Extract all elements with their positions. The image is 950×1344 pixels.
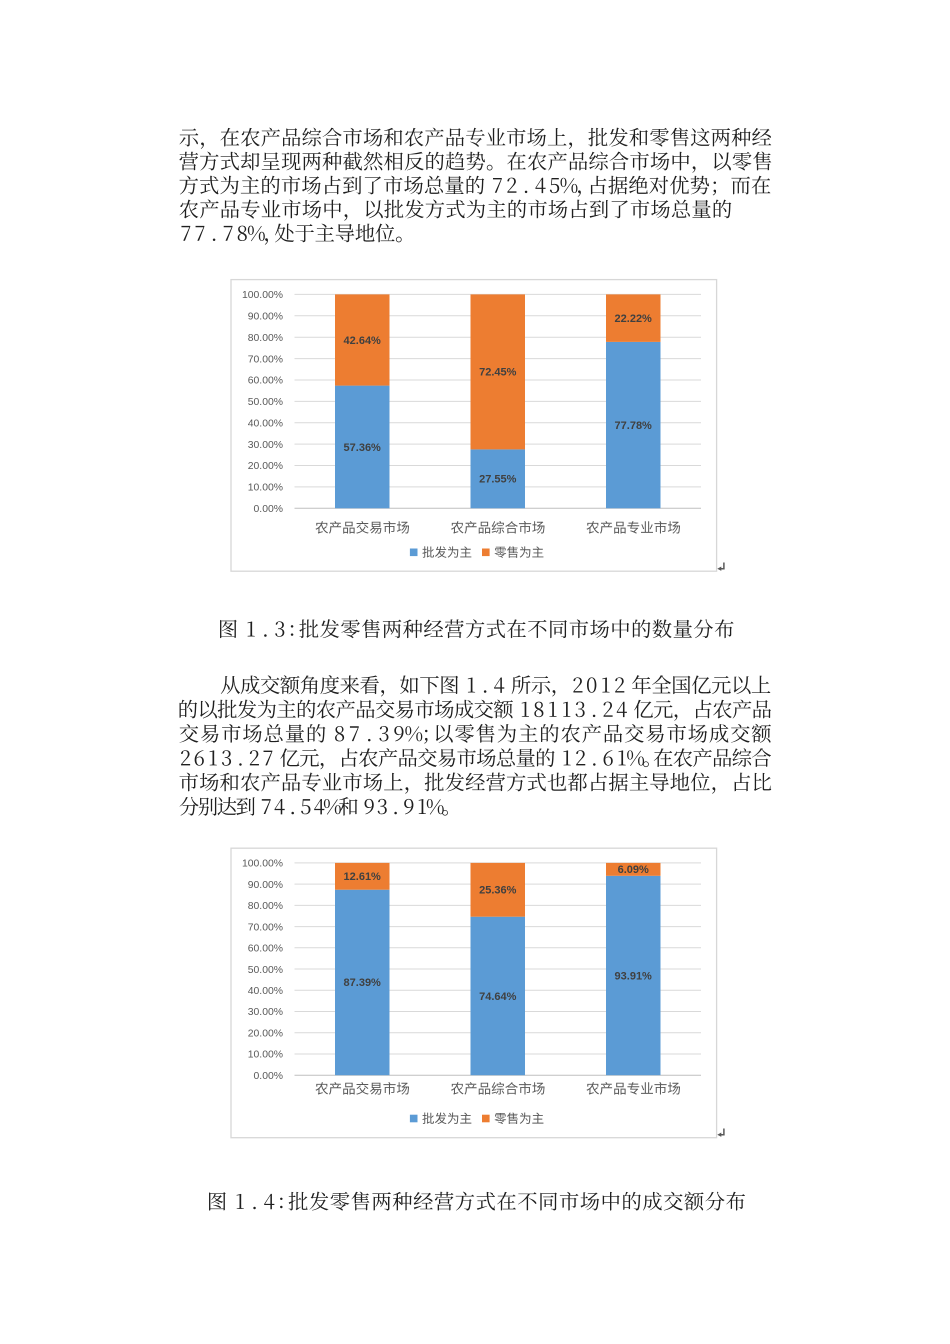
svg-text:80.00%: 80.00% [248,901,283,912]
svg-text:50.00%: 50.00% [248,397,283,408]
svg-text:40.00%: 40.00% [248,418,283,429]
svg-text:57.36%: 57.36% [344,442,382,454]
svg-text:6.09%: 6.09% [618,864,649,876]
svg-text:12.61%: 12.61% [344,871,382,883]
svg-text:10.00%: 10.00% [248,1050,283,1061]
svg-text:72.45%: 72.45% [479,367,517,379]
svg-text:100.00%: 100.00% [242,859,283,870]
svg-text:60.00%: 60.00% [248,944,283,955]
svg-text:20.00%: 20.00% [248,1028,283,1039]
svg-text:0.00%: 0.00% [254,504,283,515]
svg-text:22.22%: 22.22% [615,313,653,325]
svg-text:20.00%: 20.00% [248,461,283,472]
svg-text:90.00%: 90.00% [248,312,283,323]
svg-text:90.00%: 90.00% [248,880,283,891]
svg-text:74.64%: 74.64% [479,991,517,1003]
svg-text:25.36%: 25.36% [479,885,517,897]
svg-text:0.00%: 0.00% [254,1071,283,1082]
svg-text:42.64%: 42.64% [344,335,382,347]
svg-text:60.00%: 60.00% [248,376,283,387]
svg-text:30.00%: 30.00% [248,1007,283,1018]
svg-text:50.00%: 50.00% [248,965,283,976]
svg-text:87.39%: 87.39% [344,977,382,989]
svg-text:70.00%: 70.00% [248,354,283,365]
svg-text:27.55%: 27.55% [479,474,517,486]
svg-text:100.00%: 100.00% [242,290,283,301]
svg-text:70.00%: 70.00% [248,922,283,933]
svg-text:40.00%: 40.00% [248,986,283,997]
svg-text:30.00%: 30.00% [248,440,283,451]
svg-text:93.91%: 93.91% [615,970,653,982]
svg-text:80.00%: 80.00% [248,333,283,344]
svg-text:10.00%: 10.00% [248,483,283,494]
svg-text:77.78%: 77.78% [615,420,653,432]
